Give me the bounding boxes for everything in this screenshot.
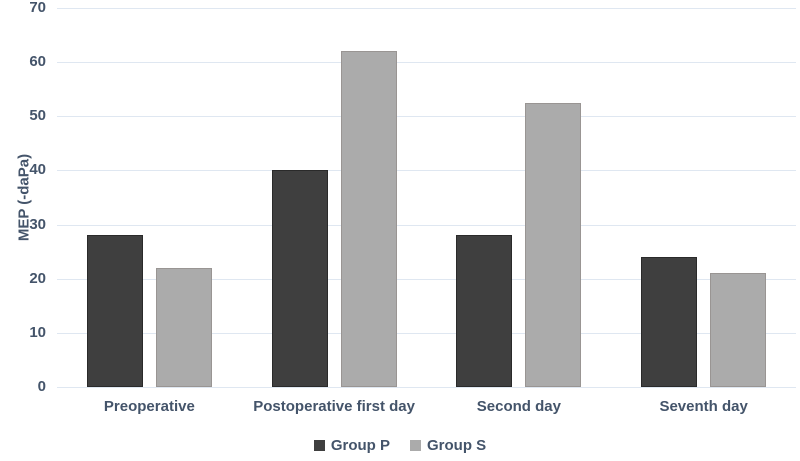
bar-groups	[57, 8, 796, 387]
y-axis-tick-label: 40	[29, 161, 46, 179]
bar-group	[242, 8, 427, 387]
bar-group-p	[456, 235, 513, 387]
y-axis-tick-label: 60	[29, 53, 46, 71]
bar-group	[427, 8, 612, 387]
bar-group-p	[86, 235, 143, 387]
gridline	[57, 332, 796, 334]
plot-area	[57, 8, 796, 388]
y-axis-tick-label: 30	[29, 215, 46, 233]
legend-label: Group P	[330, 437, 390, 454]
legend-label: Group S	[427, 437, 487, 454]
legend-swatch-icon	[313, 440, 325, 451]
gridline	[57, 278, 796, 280]
bar-group-p	[271, 170, 328, 387]
legend-item: Group P	[313, 437, 390, 454]
gridline	[57, 116, 796, 118]
y-axis-tick-label: 50	[29, 107, 46, 125]
bar-group	[57, 8, 242, 387]
x-axis-category-label: Preoperative	[103, 398, 195, 415]
y-axis-tick-label: 0	[37, 378, 46, 395]
y-axis-tick-label: 70	[29, 0, 46, 16]
x-axis-category-label: Postoperative first day	[253, 398, 415, 415]
x-axis-line	[57, 387, 796, 388]
legend-swatch-icon	[410, 440, 421, 451]
bar-group-s	[155, 267, 212, 387]
legend-item: Group S	[410, 437, 486, 454]
gridline	[57, 8, 796, 9]
x-axis-category-label: Second day	[476, 398, 561, 415]
y-axis-tick-label: 20	[29, 269, 46, 287]
bar-group	[611, 8, 796, 387]
bar-group-s	[525, 102, 582, 387]
bar-group-s	[340, 51, 397, 387]
gridline	[57, 62, 796, 64]
bar-group-s	[710, 273, 767, 387]
bar-group-p	[641, 257, 698, 387]
x-axis-labels: Preoperative Postoperative first day Secon…	[57, 398, 796, 415]
gridline	[57, 224, 796, 226]
legend: Group P Group S	[0, 437, 800, 454]
x-axis-category-label: Seventh day	[659, 398, 748, 415]
gridline	[57, 170, 796, 172]
y-axis-tick-label: 10	[29, 323, 46, 341]
